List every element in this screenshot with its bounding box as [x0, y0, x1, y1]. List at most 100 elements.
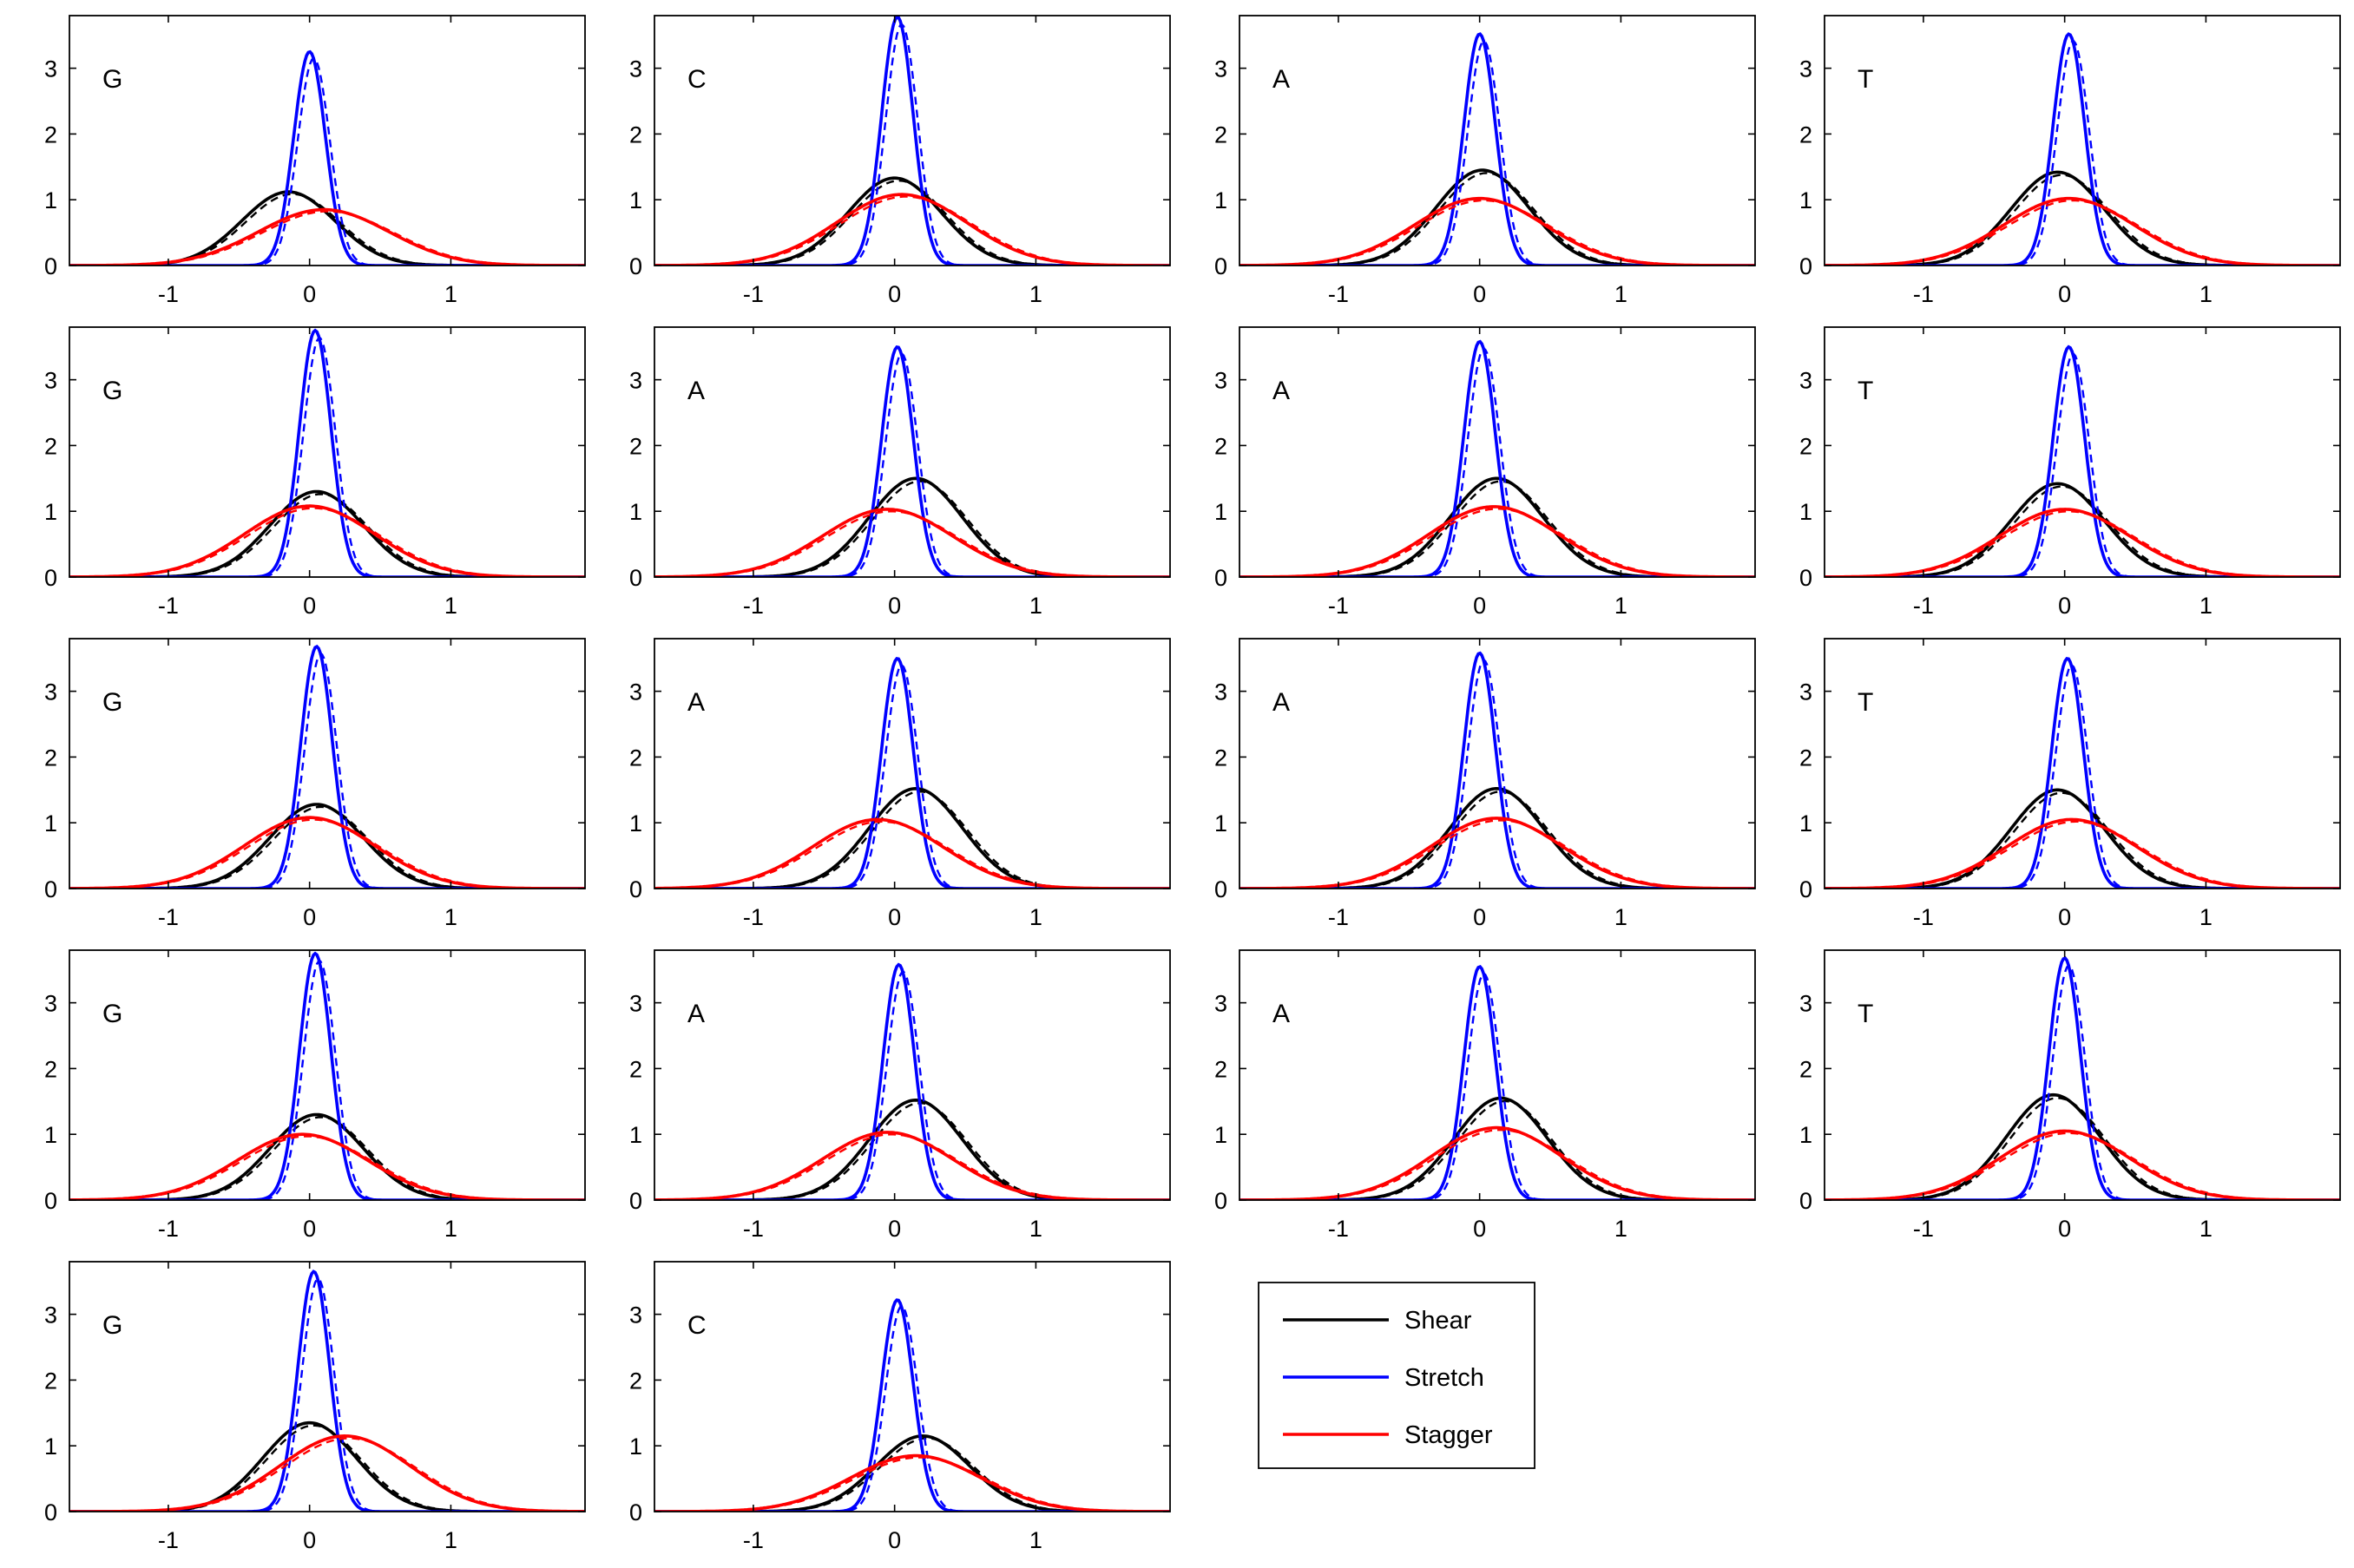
subplot-curves — [1825, 956, 2340, 1200]
x-tick-label: 0 — [2058, 904, 2071, 930]
series-shear — [1825, 482, 2340, 577]
series-stretch — [654, 657, 1170, 889]
panel-label: A — [1272, 688, 1290, 717]
subplot-curves — [1825, 657, 2340, 889]
x-tick-label: 1 — [1614, 593, 1627, 619]
axes-frame — [69, 949, 586, 1201]
subplot-10: -1 0 1 0 1 2 3 A — [629, 638, 1171, 930]
y-tick-label: 2 — [44, 1368, 57, 1394]
subplot-13: -1 0 1 0 1 2 3 G — [44, 949, 586, 1242]
series-shear — [1239, 1096, 1755, 1200]
axes-frame — [1824, 638, 2341, 889]
panel-label: A — [1272, 1000, 1290, 1028]
series-shear — [1239, 786, 1755, 889]
y-tick-label: 3 — [629, 991, 642, 1017]
series-stagger-dashed — [1239, 199, 1755, 266]
series-stagger-dashed — [69, 507, 585, 577]
subplot-curves — [1239, 964, 1755, 1200]
series-shear — [69, 190, 585, 266]
subplot-curves — [69, 328, 585, 577]
y-tick-label: 3 — [1214, 56, 1227, 82]
y-tick-label: 2 — [1799, 745, 1812, 771]
series-shear-dashed — [69, 1116, 585, 1200]
y-tick-label: 2 — [629, 745, 642, 771]
x-tick-label: 1 — [444, 593, 457, 619]
axes-frame — [1239, 638, 1756, 889]
x-tick-label: -1 — [743, 593, 764, 619]
subplot-12: -1 0 1 0 1 2 3 T — [1799, 638, 2341, 930]
y-tick-label: 1 — [44, 499, 57, 525]
y-tick-label: 1 — [1214, 810, 1227, 836]
series-stagger-dashed — [69, 1437, 585, 1512]
y-tick-label: 0 — [44, 1188, 57, 1214]
series-stretch — [69, 1269, 585, 1512]
y-tick-label: 2 — [1799, 121, 1812, 148]
axes-frame — [1239, 15, 1756, 266]
x-tick-label: 1 — [444, 281, 457, 307]
legend-box — [1258, 1282, 1535, 1469]
series-stretch — [69, 644, 585, 889]
panel-label: A — [1272, 65, 1290, 94]
x-tick-label: 1 — [444, 904, 457, 930]
subplot-curves — [1239, 651, 1755, 889]
y-tick-label: 3 — [1799, 991, 1812, 1017]
y-tick-label: 3 — [44, 991, 57, 1017]
x-tick-label: 1 — [1614, 904, 1627, 930]
subplot-curves — [654, 345, 1170, 577]
series-stagger — [69, 1132, 585, 1200]
series-stretch-dashed — [654, 23, 1170, 266]
axes-frame — [654, 15, 1171, 266]
subplot-curves — [654, 962, 1170, 1200]
x-tick-label: -1 — [743, 1527, 764, 1553]
subplot-6: -1 0 1 0 1 2 3 A — [629, 326, 1171, 619]
series-stagger-dashed — [69, 818, 585, 889]
x-tick-label: 0 — [303, 1527, 316, 1553]
series-stagger — [1825, 508, 2340, 577]
subplot-17: -1 0 1 0 1 2 3 G — [44, 1261, 586, 1553]
axes-frame — [1239, 326, 1756, 578]
y-tick-label: 2 — [1214, 433, 1227, 459]
x-tick-label: 0 — [303, 904, 316, 930]
series-stagger-dashed — [654, 1456, 1170, 1512]
subplot-1: -1 0 1 0 1 2 3 G — [44, 15, 586, 307]
x-tick-label: -1 — [1913, 1216, 1934, 1242]
series-shear-dashed — [1239, 172, 1755, 266]
subplot-grid: -1 0 1 0 1 2 3 G -1 0 1 0 1 2 3 C -1 0 1 0 1 2 3 A -1 0 1 0 1 2 3 T -1 0 1… — [44, 15, 2341, 1553]
y-tick-label: 1 — [1799, 499, 1812, 525]
subplot-curves — [69, 49, 585, 266]
axes-frame — [1824, 326, 2341, 578]
x-tick-label: -1 — [1328, 904, 1349, 930]
y-tick-label: 2 — [629, 1056, 642, 1082]
y-tick-label: 1 — [44, 187, 57, 213]
series-stagger — [654, 1131, 1170, 1200]
x-tick-label: 0 — [2058, 281, 2071, 307]
y-tick-label: 3 — [44, 56, 57, 82]
series-stretch — [69, 951, 585, 1200]
series-shear — [1825, 170, 2340, 266]
series-stagger — [1239, 817, 1755, 889]
series-stagger-dashed — [654, 195, 1170, 266]
x-tick-label: 0 — [303, 1216, 316, 1242]
subplot-curves — [1825, 32, 2340, 266]
y-tick-label: 2 — [1799, 1056, 1812, 1082]
x-tick-label: -1 — [158, 904, 179, 930]
x-tick-label: 0 — [888, 904, 901, 930]
y-tick-label: 2 — [629, 433, 642, 459]
series-stagger-dashed — [1825, 510, 2340, 577]
x-tick-label: 1 — [444, 1527, 457, 1553]
series-shear-dashed — [1239, 1099, 1755, 1200]
x-tick-label: 0 — [1473, 904, 1486, 930]
y-tick-label: 3 — [44, 679, 57, 705]
x-tick-label: -1 — [1328, 281, 1349, 307]
series-stagger — [654, 508, 1170, 577]
axes-frame — [654, 949, 1171, 1201]
y-tick-label: 3 — [1214, 991, 1227, 1017]
x-tick-label: -1 — [158, 1527, 179, 1553]
y-tick-label: 3 — [1214, 679, 1227, 705]
series-stretch — [1239, 339, 1755, 577]
legend-entry-stagger: Stagger — [1283, 1421, 1493, 1449]
y-tick-label: 1 — [629, 1122, 642, 1148]
series-stagger-dashed — [654, 820, 1170, 889]
x-tick-label: -1 — [743, 1216, 764, 1242]
